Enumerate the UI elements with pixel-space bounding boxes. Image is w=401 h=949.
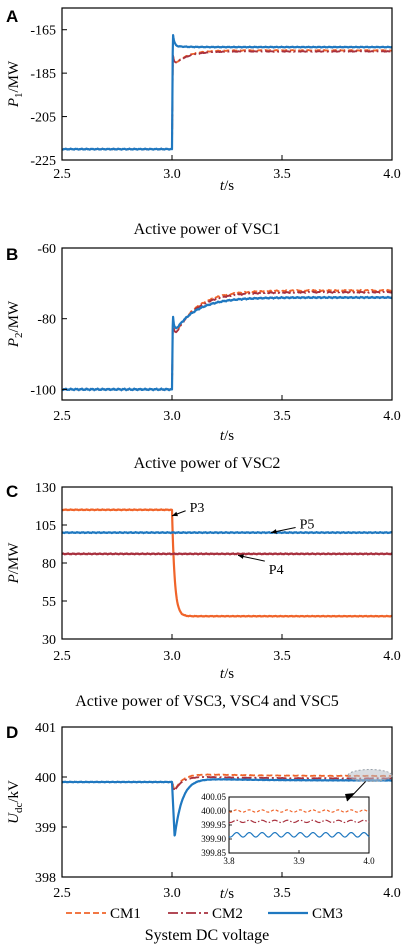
inset-y-tick-label: 400.05 [201, 792, 226, 802]
inset-y-tick-label: 399.90 [201, 834, 226, 844]
y-tick-label: 400 [35, 771, 56, 786]
x-tick-label: 3.0 [163, 649, 181, 664]
legend-label-cm2: CM2 [212, 906, 243, 922]
inset-series-cm1 [228, 809, 370, 813]
inset-y-tick-label: 399.85 [201, 848, 226, 858]
x-axis-label: t/s [220, 178, 234, 194]
x-axis-label: t/s [220, 886, 234, 902]
series-line-cm3 [62, 34, 392, 151]
panel-letter-b: B [6, 245, 18, 264]
series-line-cm2 [62, 50, 392, 151]
inset-x-tick-label: 3.8 [223, 856, 235, 866]
panel-a: A -225 -205 -185 -165 2.5 3.0 3.5 4.0 t/s P1/MW Act… [6, 7, 401, 238]
y-tick-label: -225 [30, 154, 56, 169]
series-line-p3 [62, 508, 392, 618]
y-axis-label: P/MW [6, 542, 22, 585]
annotation-label: P3 [190, 501, 205, 516]
inset-x-tick-label: 3.9 [293, 856, 305, 866]
legend-label-cm3: CM3 [312, 906, 343, 922]
chart-title: Active power of VSC1 [134, 221, 281, 238]
plot-frame [61, 726, 393, 878]
y-tick-label: -185 [30, 67, 56, 82]
x-tick-label: 3.0 [163, 167, 181, 182]
y-tick-label: 399 [35, 821, 56, 836]
x-tick-label: 2.5 [53, 167, 71, 182]
y-tick-label: 30 [42, 633, 56, 648]
y-tick-label: 80 [42, 557, 56, 572]
plot-frame [61, 247, 393, 401]
y-tick-label: 130 [35, 481, 56, 496]
y-tick-label: 398 [35, 871, 56, 886]
y-tick-label: -100 [30, 383, 56, 398]
x-tick-label: 4.0 [383, 886, 401, 901]
annotation-label: P5 [300, 517, 315, 532]
panel-letter-d: D [6, 723, 18, 742]
series-group [62, 288, 392, 392]
panel-d: D 398 399 400 401 2.5 3.0 3.5 4.0 t/s Udc/kV System… [6, 721, 401, 944]
chart-title: System DC voltage [145, 927, 269, 944]
x-tick-label: 2.5 [53, 886, 71, 901]
series-group [62, 773, 392, 837]
inset-x-tick-label: 4.0 [363, 856, 375, 866]
series-group [62, 34, 392, 151]
panel-b: B -100 -80 -60 2.5 3.0 3.5 4.0 t/s P2/MW Active po… [6, 242, 401, 472]
plot-frame [61, 7, 393, 161]
series-line-cm1 [62, 49, 392, 151]
x-tick-label: 3.5 [273, 409, 291, 424]
zoom-arrowhead [345, 793, 355, 801]
inset-series-cm2 [228, 819, 370, 824]
series-line-p4 [62, 552, 392, 556]
panel-letter-a: A [6, 7, 18, 26]
annotation-arrowhead [271, 529, 277, 534]
x-axis-label: t/s [220, 666, 234, 682]
annotation-label: P4 [269, 563, 284, 578]
series-line-p5 [62, 530, 392, 535]
series-line-cm3 [62, 295, 392, 392]
legend-label-cm1: CM1 [110, 906, 141, 922]
legend: CM1 CM2 CM3 [66, 906, 343, 922]
x-tick-label: 2.5 [53, 649, 71, 664]
annotation-arrowhead [172, 511, 178, 517]
y-axis-label: Udc/kV [6, 780, 25, 824]
x-tick-label: 4.0 [383, 409, 401, 424]
panel-letter-c: C [6, 482, 18, 501]
x-tick-label: 4.0 [383, 649, 401, 664]
x-tick-label: 3.5 [273, 167, 291, 182]
x-tick-label: 2.5 [53, 409, 71, 424]
series-line-cm2 [62, 290, 392, 392]
y-tick-label: -165 [30, 24, 56, 39]
series-line-cm3 [62, 778, 392, 837]
y-tick-label: -60 [37, 242, 56, 257]
x-tick-label: 3.5 [273, 649, 291, 664]
y-tick-label: 55 [42, 595, 56, 610]
inset-y-tick-label: 399.95 [201, 820, 226, 830]
y-tick-label: -205 [30, 111, 56, 126]
x-tick-label: 3.0 [163, 409, 181, 424]
inset-frame [228, 796, 370, 854]
inset-plot: 400.05 400.00 399.95 399.90 399.853.8 3.9 4.0 [201, 792, 375, 866]
x-tick-label: 4.0 [383, 167, 401, 182]
y-axis-label: P1/MW [6, 60, 25, 108]
y-tick-label: 105 [35, 519, 56, 534]
series-group [62, 508, 392, 618]
x-tick-label: 3.0 [163, 886, 181, 901]
y-tick-label: -80 [37, 313, 56, 328]
panel-c: C 30 55 80 105 130 2.5 3.0 3.5 4.0 t/s P/MW Active p… [6, 481, 401, 710]
series-line-cm1 [62, 288, 392, 392]
annotation-arrowhead [238, 554, 244, 559]
y-tick-label: 401 [35, 721, 56, 736]
x-tick-label: 3.5 [273, 886, 291, 901]
chart-title: Active power of VSC2 [134, 455, 281, 472]
zoom-highlight [347, 769, 393, 782]
inset-series-cm3 [228, 831, 370, 838]
x-axis-label: t/s [220, 428, 234, 444]
inset-y-tick-label: 400.00 [201, 806, 226, 816]
y-axis-label: P2/MW [6, 300, 25, 348]
chart-title: Active power of VSC3, VSC4 and VSC5 [75, 693, 339, 710]
